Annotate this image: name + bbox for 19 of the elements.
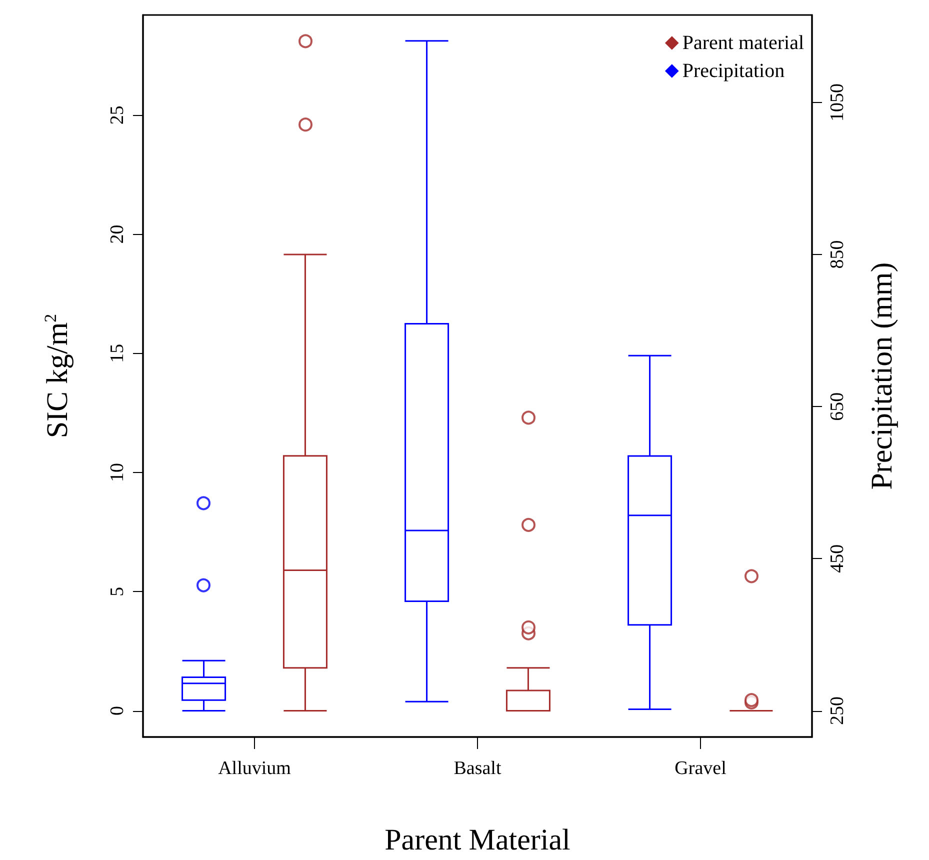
y-tick-label: 20 bbox=[107, 224, 128, 244]
y-tick-label: 0 bbox=[107, 706, 128, 716]
y2-tick-label: 650 bbox=[827, 392, 848, 421]
x-tick-label: Basalt bbox=[454, 758, 502, 779]
y-tick-label: 15 bbox=[107, 344, 128, 363]
y-tick-label: 10 bbox=[107, 463, 128, 482]
y2-tick-label: 450 bbox=[827, 544, 848, 573]
legend-label: Precipitation bbox=[682, 60, 785, 82]
y2-axis-title: Precipitation (mm) bbox=[866, 262, 898, 490]
y-tick-label: 25 bbox=[107, 106, 128, 125]
x-tick-label: Alluvium bbox=[218, 758, 292, 779]
legend-label: Parent material bbox=[682, 32, 804, 54]
y-tick-label: 5 bbox=[107, 586, 128, 596]
y2-tick-label: 250 bbox=[827, 696, 848, 726]
x-axis-title: Parent Material bbox=[384, 824, 570, 856]
y-axis-title: SIC kg/m2 bbox=[41, 314, 74, 438]
y2-tick-label: 850 bbox=[827, 240, 848, 269]
y2-tick-label: 1050 bbox=[827, 83, 848, 122]
x-tick-label: Gravel bbox=[674, 758, 726, 779]
